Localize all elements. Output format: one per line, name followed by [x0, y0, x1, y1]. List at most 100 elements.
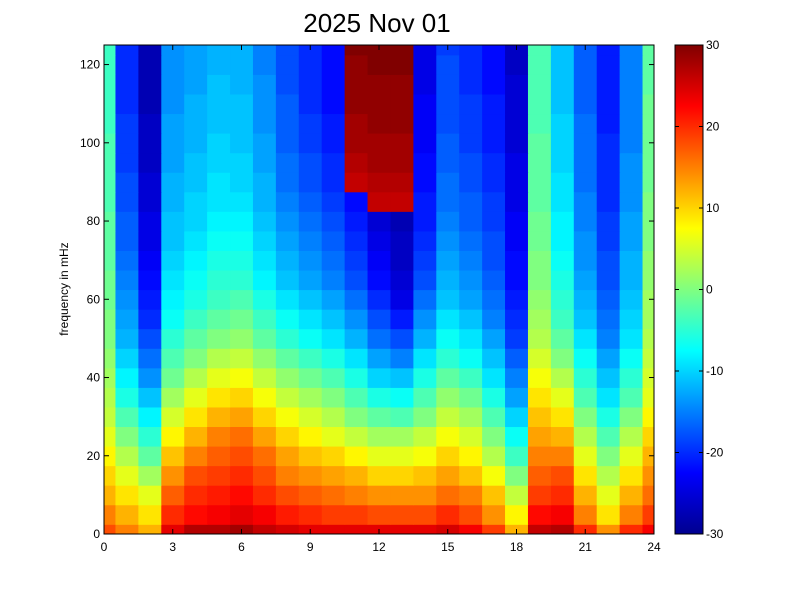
heatmap-cell [527, 191, 552, 212]
heatmap-cell [161, 191, 185, 212]
heatmap-cell [298, 465, 323, 486]
heatmap-cell [619, 465, 644, 486]
heatmap-cell [275, 133, 300, 154]
heatmap-cell [573, 230, 598, 251]
heatmap-cell [390, 172, 414, 193]
heatmap-cell [252, 54, 277, 75]
heatmap-cell [104, 269, 117, 291]
heatmap-cell [298, 133, 323, 154]
heatmap-cell [436, 289, 460, 310]
heatmap-cell [275, 113, 300, 134]
heatmap-cell [275, 172, 300, 193]
colorbar-tick-label: 0 [706, 283, 713, 297]
heatmap-cell [459, 348, 483, 369]
heatmap-cell [367, 93, 392, 115]
heatmap-cell [115, 74, 139, 95]
heatmap-cell [619, 45, 644, 56]
heatmap-cell [321, 348, 346, 369]
heatmap-cell [184, 191, 208, 212]
heatmap-cell [298, 348, 323, 369]
heatmap-cell [482, 93, 506, 115]
heatmap-cell [596, 74, 621, 95]
heatmap-cell [344, 133, 369, 154]
heatmap-cell [505, 93, 529, 115]
heatmap-cell [619, 269, 644, 291]
heatmap-cell [459, 309, 483, 330]
heatmap-cell [619, 485, 644, 506]
heatmap-cell [230, 113, 254, 134]
heatmap-cell [642, 406, 654, 428]
heatmap-cell [367, 406, 392, 428]
heatmap-cell [161, 172, 185, 193]
heatmap-cell [459, 133, 483, 154]
heatmap-cell [161, 93, 185, 115]
heatmap-cell [344, 93, 369, 115]
heatmap-cell [367, 387, 392, 408]
heatmap-cell [275, 54, 300, 75]
heatmap-cell [482, 152, 506, 173]
heatmap-cell [275, 45, 300, 56]
heatmap-cell [252, 74, 277, 95]
heatmap-cell [321, 133, 346, 154]
heatmap-cell [138, 348, 162, 369]
heatmap-cell [230, 152, 254, 173]
heatmap-cell [596, 485, 621, 506]
heatmap-cell [207, 406, 231, 428]
heatmap-cell [390, 367, 414, 388]
heatmap-cell [482, 367, 506, 388]
heatmap-cell [161, 465, 185, 486]
heatmap-cell [619, 309, 644, 330]
heatmap-cell [459, 211, 483, 232]
heatmap-cell [550, 406, 575, 428]
heatmap-cell [619, 74, 644, 95]
heatmap-cell [104, 524, 117, 534]
heatmap-cell [527, 269, 552, 291]
heatmap-cell [642, 230, 654, 251]
heatmap-cell [482, 172, 506, 193]
heatmap-cell [104, 387, 117, 408]
heatmap-cell [367, 113, 392, 134]
heatmap-cell [104, 191, 117, 212]
heatmap-cell [573, 348, 598, 369]
heatmap-cell [161, 445, 185, 467]
heatmap-cell [413, 230, 437, 251]
heatmap-cell [252, 289, 277, 310]
heatmap-cell [596, 113, 621, 134]
heatmap-cell [252, 172, 277, 193]
heatmap-cell [275, 269, 300, 291]
heatmap-cell [115, 250, 139, 271]
heatmap-cell [390, 191, 414, 212]
heatmap-cell [115, 328, 139, 349]
heatmap-cell [184, 445, 208, 467]
heatmap-cell [596, 387, 621, 408]
heatmap-cell [298, 93, 323, 115]
heatmap-cell [527, 172, 552, 193]
heatmap-cell [642, 269, 654, 291]
heatmap-cell [413, 465, 437, 486]
x-tick-label: 24 [647, 540, 661, 554]
heatmap-cell [104, 74, 117, 95]
heatmap-cell [298, 250, 323, 271]
heatmap-cell [344, 172, 369, 193]
heatmap-cell [275, 426, 300, 447]
heatmap-cell [161, 230, 185, 251]
heatmap-cell [252, 133, 277, 154]
heatmap-cell [230, 309, 254, 330]
colorbar-tick-label: 20 [706, 120, 720, 134]
heatmap-cell [367, 504, 392, 525]
heatmap-cell [344, 367, 369, 388]
heatmap-cell [527, 485, 552, 506]
heatmap-cell [252, 230, 277, 251]
heatmap-cell [321, 172, 346, 193]
heatmap-cell [275, 445, 300, 467]
heatmap-cell [642, 152, 654, 173]
heatmap-cell [104, 211, 117, 232]
heatmap-cell [505, 74, 529, 95]
heatmap-cell [550, 250, 575, 271]
heatmap-cell [550, 74, 575, 95]
heatmap-cell [367, 172, 392, 193]
heatmap-cell [459, 113, 483, 134]
heatmap-cell [596, 93, 621, 115]
heatmap-cell [390, 152, 414, 173]
heatmap-cell [115, 465, 139, 486]
